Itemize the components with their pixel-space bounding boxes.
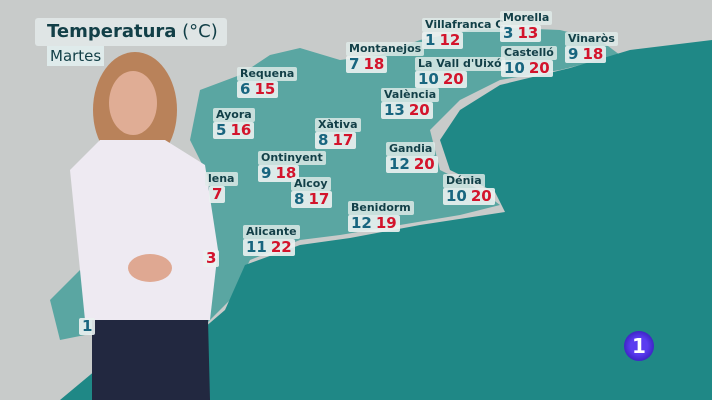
city-name: Castelló xyxy=(501,46,557,60)
city-label: Ayora 5 16 xyxy=(213,108,255,139)
max-temp: 19 xyxy=(375,214,397,232)
min-temp: 10 xyxy=(504,59,525,77)
min-temp: 12 xyxy=(351,214,372,232)
max-temp: 20 xyxy=(442,70,464,88)
temps: 1 12 xyxy=(422,31,464,49)
city-name: Alcoy xyxy=(291,177,331,191)
temps: 12 19 xyxy=(348,215,400,232)
temps: 12 20 xyxy=(386,156,438,173)
city-label: Ontinyent 9 18 xyxy=(258,151,326,182)
city-name: Ontinyent xyxy=(258,151,326,165)
min-temp: 10 xyxy=(418,70,439,88)
temps: 5 16 xyxy=(213,121,255,139)
max-temp: 20 xyxy=(528,59,550,77)
max-temp: 20 xyxy=(470,187,492,205)
min-temp: 8 xyxy=(294,190,305,208)
temps: 8 17 xyxy=(315,131,357,149)
unit: (°C) xyxy=(182,21,218,42)
city-label: Morella 3 13 xyxy=(500,11,553,42)
max-temp: 20 xyxy=(408,101,430,119)
max-temp: 3 xyxy=(206,249,217,267)
min-temp: 11 xyxy=(246,238,267,256)
channel-logo: 1 xyxy=(624,331,654,361)
temps: 9 18 xyxy=(565,45,607,63)
city-name: Montanejos xyxy=(346,42,425,56)
temps: 10 20 xyxy=(415,71,467,88)
max-temp: 18 xyxy=(363,55,385,73)
min-temp: 9 xyxy=(568,45,579,63)
city-label: Alcoy 8 17 xyxy=(291,177,333,208)
min-temp: 13 xyxy=(384,101,405,119)
city-label: Montanejos 7 18 xyxy=(346,42,425,73)
city-name: Gandia xyxy=(386,142,436,156)
city-name: Dénia xyxy=(443,174,485,188)
city-label: La Vall d'Uixó 10 20 xyxy=(415,57,505,88)
city-name: Requena xyxy=(237,67,298,81)
city-name: Alicante xyxy=(243,225,300,239)
min-temp: 1 xyxy=(425,31,436,49)
min-temp: 7 xyxy=(349,55,360,73)
sea xyxy=(60,40,712,400)
day-label: Martes xyxy=(47,46,105,66)
max-temp: 20 xyxy=(413,155,435,173)
max-temp: 17 xyxy=(332,131,354,149)
max-temp: 18 xyxy=(582,45,604,63)
temps: 11 22 xyxy=(243,239,295,256)
temps: 8 17 xyxy=(291,190,333,208)
city-label-partial: 1 xyxy=(79,317,96,335)
city-name: Benidorm xyxy=(348,201,414,215)
min-temp: 3 xyxy=(503,24,514,42)
temps: 13 20 xyxy=(381,102,433,119)
max-temp: 13 xyxy=(517,24,539,42)
city-label-partial: 3 xyxy=(203,249,220,267)
city-name: La Vall d'Uixó xyxy=(415,57,505,71)
city-name: Villafranca C. xyxy=(422,18,511,32)
temps: 10 20 xyxy=(443,188,495,205)
city-label: Castelló 10 20 xyxy=(501,46,557,77)
max-temp: 22 xyxy=(270,238,292,256)
temps: 7 18 xyxy=(346,55,388,73)
max-temp: 7 xyxy=(212,185,223,203)
city-name: Morella xyxy=(500,11,553,25)
min-temp: 12 xyxy=(389,155,410,173)
max-temp: 15 xyxy=(254,80,276,98)
city-label: Alicante 11 22 xyxy=(243,225,300,256)
min-temp: 1 xyxy=(82,317,93,335)
city-name: Ayora xyxy=(213,108,255,122)
city-name: Xàtiva xyxy=(315,118,361,132)
city-label-partial: lena 7 xyxy=(205,172,238,203)
city-name: Vinaròs xyxy=(565,32,618,46)
min-temp: 9 xyxy=(261,164,272,182)
max-temp: 17 xyxy=(308,190,330,208)
city-label: Requena 6 15 xyxy=(237,67,298,98)
max-temp: 12 xyxy=(439,31,461,49)
min-temp: 5 xyxy=(216,121,227,139)
temps: 3 13 xyxy=(500,24,542,42)
city-label: Gandia 12 20 xyxy=(386,142,438,173)
min-temp: 8 xyxy=(318,131,329,149)
max-temp: 16 xyxy=(230,121,252,139)
min-temp: 10 xyxy=(446,187,467,205)
title: Temperatura xyxy=(47,21,177,42)
temps: 6 15 xyxy=(237,80,279,98)
title-box: Temperatura (°C) xyxy=(35,18,227,46)
city-name: València xyxy=(381,88,440,102)
city-label: Dénia 10 20 xyxy=(443,174,495,205)
temps: 10 20 xyxy=(501,60,553,77)
min-temp: 6 xyxy=(240,80,251,98)
city-label: Villafranca C. 1 12 xyxy=(422,18,511,49)
city-label: Xàtiva 8 17 xyxy=(315,118,361,149)
city-label: Benidorm 12 19 xyxy=(348,201,414,232)
city-label: València 13 20 xyxy=(381,88,440,119)
city-name: lena xyxy=(205,172,238,186)
city-label: Vinaròs 9 18 xyxy=(565,32,618,63)
